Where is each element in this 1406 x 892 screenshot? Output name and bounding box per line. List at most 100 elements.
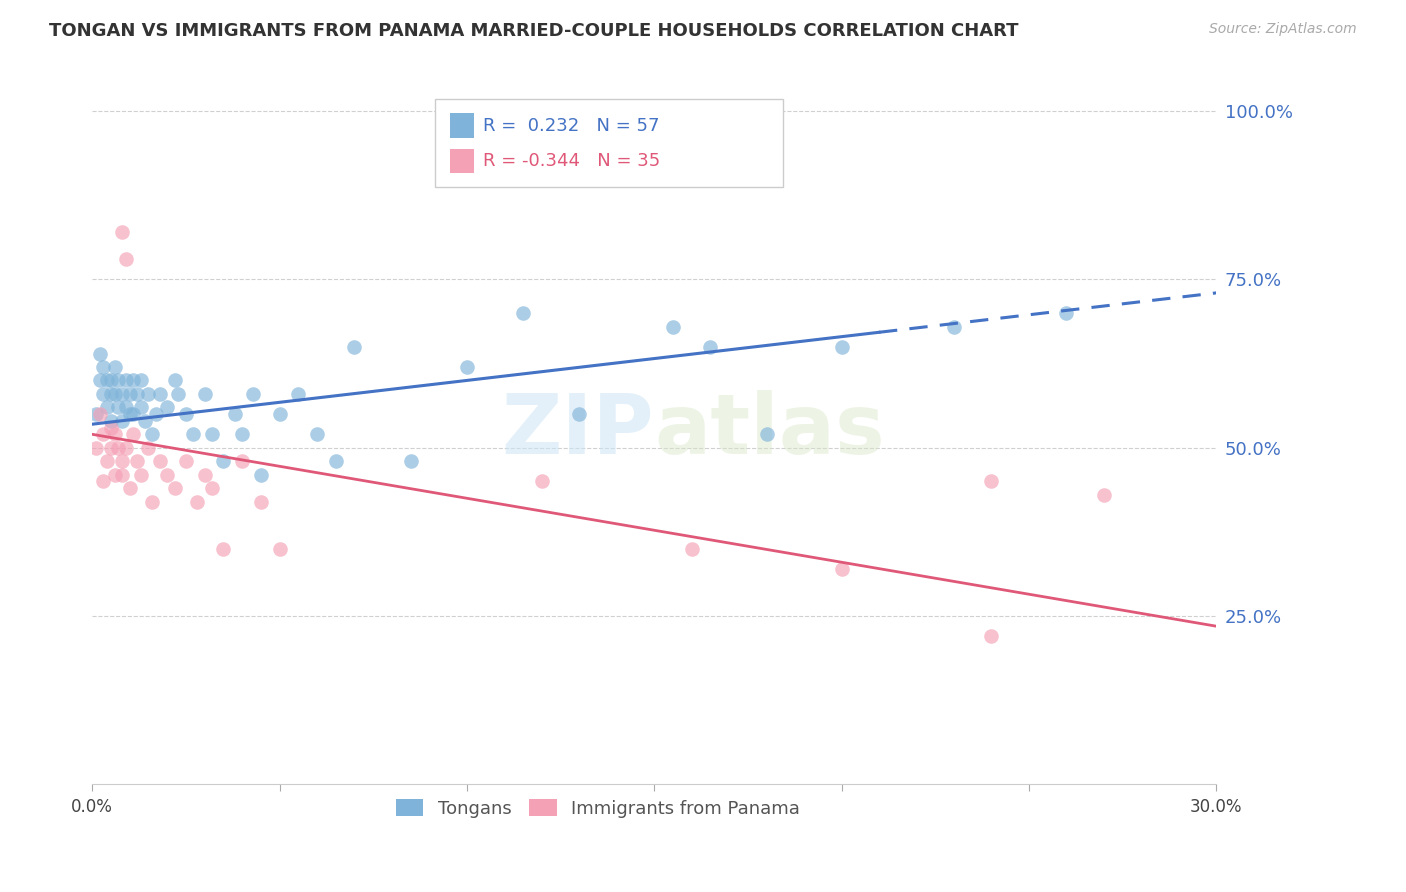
Point [127,387,149,401]
Point [100,441,122,455]
Point [231,454,253,468]
Point [100,373,122,387]
Point [129,467,152,482]
Point [156,467,179,482]
Point [107,441,129,455]
Point [134,414,156,428]
Point [93,359,115,374]
Point [104,427,127,442]
Point [127,454,149,468]
Point [122,427,145,442]
Point [662,319,685,334]
Point [399,454,422,468]
Point [568,407,591,421]
Point [111,387,134,401]
Point [1092,488,1115,502]
Point [107,373,129,387]
Point [104,359,127,374]
Point [212,541,235,556]
Point [942,319,965,334]
Point [156,401,179,415]
Point [231,427,253,442]
Point [163,373,186,387]
Point [224,407,246,421]
Point [122,373,145,387]
Text: R = -0.344   N = 35: R = -0.344 N = 35 [484,152,661,169]
Point [512,306,534,320]
Text: Source: ZipAtlas.com: Source: ZipAtlas.com [1209,22,1357,37]
Point [201,427,224,442]
Point [831,562,853,576]
Point [174,454,197,468]
Point [138,387,160,401]
FancyBboxPatch shape [434,99,783,187]
Point [167,387,190,401]
Point [115,252,138,267]
Point [287,387,309,401]
FancyBboxPatch shape [450,149,474,173]
Point [755,427,778,442]
Point [141,494,163,508]
Point [145,407,167,421]
Point [115,401,138,415]
Point [212,454,235,468]
Point [305,427,328,442]
Point [104,467,127,482]
Legend: Tongans, Immigrants from Panama: Tongans, Immigrants from Panama [389,792,807,825]
Point [699,340,721,354]
Point [149,454,172,468]
Point [194,387,217,401]
Point [980,629,1002,643]
Point [100,414,122,428]
Point [104,387,127,401]
Point [118,387,141,401]
Point [201,481,224,495]
Point [100,387,122,401]
Point [129,373,152,387]
Point [84,407,107,421]
Point [89,373,111,387]
Point [111,414,134,428]
Point [115,441,138,455]
Point [96,401,118,415]
Point [96,373,118,387]
Point [115,373,138,387]
Point [269,407,291,421]
Point [89,407,111,421]
Point [831,340,853,354]
Point [138,441,160,455]
Point [149,387,172,401]
Point [122,407,145,421]
Point [1054,306,1077,320]
Point [269,541,291,556]
Point [93,427,115,442]
Point [249,494,271,508]
Point [980,475,1002,489]
Point [118,407,141,421]
Point [530,475,553,489]
Point [93,387,115,401]
Point [186,494,208,508]
Point [84,441,107,455]
Point [343,340,366,354]
Point [242,387,264,401]
Point [456,359,478,374]
Point [129,401,152,415]
Point [183,427,205,442]
FancyBboxPatch shape [450,113,474,137]
Point [681,541,703,556]
Point [194,467,217,482]
Point [93,475,115,489]
Text: R =  0.232   N = 57: R = 0.232 N = 57 [484,117,659,135]
Point [118,481,141,495]
Point [107,401,129,415]
Point [141,427,163,442]
Point [89,346,111,360]
Point [163,481,186,495]
Text: ZIP: ZIP [502,391,654,472]
Point [111,454,134,468]
Point [111,225,134,239]
Point [100,420,122,434]
Point [174,407,197,421]
Point [325,454,347,468]
